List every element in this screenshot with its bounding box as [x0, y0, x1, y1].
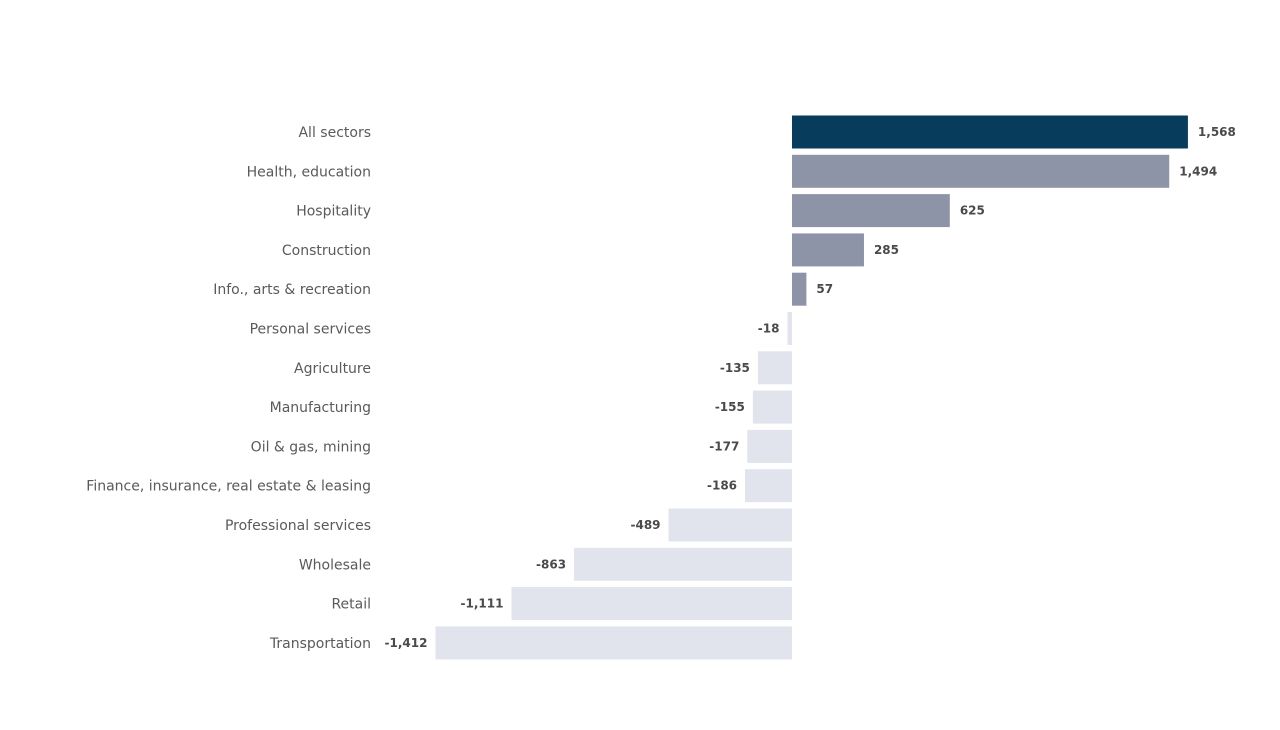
category-label: Agriculture	[294, 361, 371, 377]
bar	[574, 547, 792, 581]
category-label: Manufacturing	[270, 400, 371, 416]
value-label: 625	[960, 204, 985, 218]
bar	[792, 194, 950, 228]
category-label: Construction	[282, 243, 371, 259]
category-label: Wholesale	[299, 557, 371, 573]
category-label: Professional services	[225, 518, 371, 534]
bar	[792, 233, 864, 267]
bar	[792, 272, 807, 306]
bar	[792, 154, 1170, 188]
bar	[752, 390, 792, 424]
category-label: Oil & gas, mining	[251, 439, 371, 455]
value-label: -177	[709, 439, 739, 453]
bar	[757, 351, 792, 385]
category-label: Health, education	[247, 164, 371, 180]
value-label: 1,568	[1198, 125, 1236, 139]
category-label: All sectors	[298, 125, 371, 141]
category-label: Personal services	[250, 322, 371, 338]
value-label: -489	[630, 518, 660, 532]
value-label: -1,111	[461, 597, 504, 611]
value-label: -863	[536, 557, 566, 571]
category-label: Finance, insurance, real estate & leasin…	[86, 479, 371, 495]
value-label: 1,494	[1179, 164, 1217, 178]
value-label: -135	[720, 361, 750, 375]
value-label: -1,412	[385, 636, 428, 650]
category-label: Info., arts & recreation	[213, 282, 371, 298]
value-label: -18	[758, 322, 780, 336]
bar	[747, 429, 792, 463]
value-label: 285	[874, 243, 899, 257]
category-label: Transportation	[269, 636, 371, 652]
bar	[435, 626, 792, 660]
category-label: Hospitality	[296, 204, 371, 220]
bar	[792, 115, 1188, 149]
value-label: -155	[715, 400, 745, 414]
bar	[511, 587, 792, 621]
value-label: -186	[707, 479, 737, 493]
bar	[787, 312, 792, 345]
category-label: Retail	[331, 597, 371, 613]
value-label: 57	[816, 282, 833, 296]
bar	[668, 508, 792, 542]
bar	[745, 469, 792, 503]
